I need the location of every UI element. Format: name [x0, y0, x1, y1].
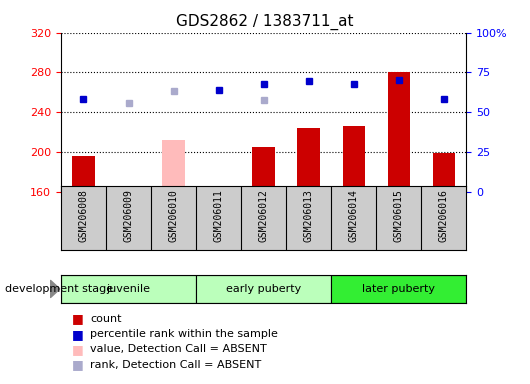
Text: juvenile: juvenile [107, 284, 151, 294]
Bar [72, 156, 95, 192]
Bar [207, 190, 230, 192]
Text: count: count [90, 314, 121, 324]
Text: GSM206009: GSM206009 [123, 189, 134, 242]
Text: value, Detection Call = ABSENT: value, Detection Call = ABSENT [90, 344, 267, 354]
Text: ■: ■ [72, 328, 83, 341]
FancyBboxPatch shape [61, 275, 196, 303]
Text: early puberty: early puberty [226, 284, 301, 294]
Bar [342, 126, 365, 192]
Text: percentile rank within the sample: percentile rank within the sample [90, 329, 278, 339]
FancyBboxPatch shape [331, 275, 466, 303]
Text: ■: ■ [72, 312, 83, 325]
Text: GDS2862 / 1383711_at: GDS2862 / 1383711_at [176, 13, 354, 30]
Bar [432, 153, 455, 192]
Text: GSM206012: GSM206012 [259, 189, 269, 242]
Text: ■: ■ [72, 343, 83, 356]
Text: rank, Detection Call = ABSENT: rank, Detection Call = ABSENT [90, 360, 261, 370]
Bar [117, 191, 140, 192]
Text: later puberty: later puberty [363, 284, 435, 294]
Bar [387, 73, 410, 192]
Text: GSM206014: GSM206014 [349, 189, 359, 242]
Bar [252, 147, 275, 192]
Text: GSM206016: GSM206016 [439, 189, 449, 242]
Text: ■: ■ [72, 358, 83, 371]
Bar [297, 128, 320, 192]
Text: development stage: development stage [5, 284, 113, 294]
FancyBboxPatch shape [196, 275, 331, 303]
Text: GSM206011: GSM206011 [214, 189, 224, 242]
Bar [162, 140, 185, 192]
Text: GSM206015: GSM206015 [394, 189, 404, 242]
Text: GSM206010: GSM206010 [169, 189, 179, 242]
Text: GSM206008: GSM206008 [78, 189, 89, 242]
Text: GSM206013: GSM206013 [304, 189, 314, 242]
Polygon shape [50, 280, 60, 298]
